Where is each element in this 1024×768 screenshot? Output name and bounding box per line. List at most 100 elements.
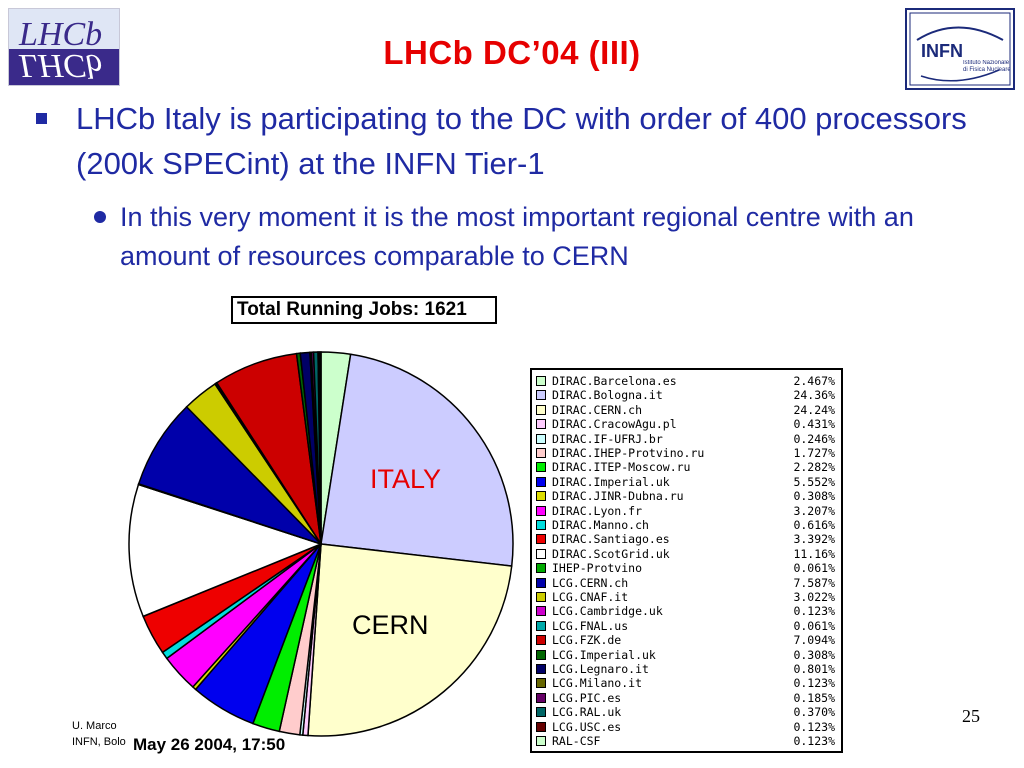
cern-label: CERN bbox=[352, 610, 429, 640]
legend-swatch bbox=[536, 736, 546, 746]
footer-author: U. Marco INFN, Bolo bbox=[72, 718, 130, 750]
legend-percent: 3.392% bbox=[793, 532, 835, 547]
legend-item-dirac-scotgrid-uk: DIRAC.ScotGrid.uk 11.16% bbox=[536, 547, 839, 561]
chart-title: Total Running Jobs: 1621 bbox=[231, 296, 497, 324]
legend-swatch bbox=[536, 520, 546, 530]
legend-label: RAL-CSF bbox=[552, 734, 601, 748]
footer-author-line2: INFN, Bolo bbox=[72, 736, 126, 748]
legend-swatch bbox=[536, 419, 546, 430]
legend-label: DIRAC.IHEP-Protvino.ru bbox=[552, 446, 705, 460]
legend-percent: 0.308% bbox=[793, 489, 835, 504]
legend-percent: 3.207% bbox=[793, 503, 835, 518]
legend-item-lcg-cnaf-it: LCG.CNAF.it 3.022% bbox=[536, 590, 839, 604]
legend-label: DIRAC.Santiago.es bbox=[552, 532, 670, 547]
legend-percent: 11.16% bbox=[793, 546, 835, 561]
legend-label: DIRAC.CracowAgu.pl bbox=[552, 417, 677, 432]
legend-swatch bbox=[536, 721, 546, 732]
legend-percent: 7.094% bbox=[793, 633, 835, 648]
pie-slice-dirac-cern-ch bbox=[307, 543, 513, 737]
legend-percent: 5.552% bbox=[793, 474, 835, 489]
legend-percent: 0.431% bbox=[793, 417, 835, 432]
legend-label: DIRAC.ScotGrid.uk bbox=[552, 546, 670, 561]
pie-slice-ral-csf bbox=[318, 351, 322, 545]
legend-item-dirac-jinr-dubna-ru: DIRAC.JINR-Dubna.ru 0.308% bbox=[536, 489, 839, 503]
legend-item-ihep-protvino: IHEP-Protvino 0.061% bbox=[536, 561, 839, 575]
legend-label: LCG.CNAF.it bbox=[552, 590, 629, 604]
legend-item-dirac-manno-ch: DIRAC.Manno.ch 0.616% bbox=[536, 518, 839, 532]
legend-label: DIRAC.Lyon.fr bbox=[552, 503, 643, 518]
legend-item-dirac-cracowagu-pl: DIRAC.CracowAgu.pl 0.431% bbox=[536, 417, 839, 431]
legend-percent: 0.616% bbox=[793, 518, 835, 532]
legend-percent: 0.061% bbox=[793, 618, 835, 633]
pie-slice-dirac-bologna-it bbox=[320, 353, 514, 567]
legend-percent: 0.246% bbox=[793, 431, 835, 446]
legend-item-dirac-bologna-it: DIRAC.Bologna.it 24.36% bbox=[536, 388, 839, 402]
italy-label: ITALY bbox=[370, 464, 442, 494]
legend-swatch bbox=[536, 534, 546, 545]
legend-item-dirac-santiago-es: DIRAC.Santiago.es 3.392% bbox=[536, 532, 839, 546]
legend-item-lcg-fnal-us: LCG.FNAL.us 0.061% bbox=[536, 619, 839, 633]
legend-percent: 0.123% bbox=[793, 734, 835, 748]
svg-text:INFN: INFN bbox=[921, 41, 963, 61]
legend-swatch bbox=[536, 404, 546, 415]
legend-label: LCG.FZK.de bbox=[552, 633, 622, 648]
legend-label: LCG.Legnaro.it bbox=[552, 662, 649, 676]
pie-slice-dirac-scotgrid-uk bbox=[128, 483, 324, 618]
legend-label: DIRAC.JINR-Dubna.ru bbox=[552, 489, 684, 504]
bullet-level2-text: In this very moment it is the most impor… bbox=[120, 202, 914, 271]
legend-label: LCG.Milano.it bbox=[552, 676, 643, 691]
legend-swatch bbox=[536, 649, 546, 660]
legend-percent: 0.308% bbox=[793, 647, 835, 662]
legend-percent: 1.727% bbox=[793, 446, 835, 460]
legend-swatch bbox=[536, 476, 546, 487]
legend-swatch bbox=[536, 390, 546, 401]
legend-swatch bbox=[536, 548, 546, 559]
legend-percent: 0.123% bbox=[793, 719, 835, 734]
bullet-level1: LHCb Italy is participating to the DC wi… bbox=[36, 96, 976, 186]
legend-item-lcg-imperial-uk: LCG.Imperial.uk 0.308% bbox=[536, 648, 839, 662]
legend-swatch bbox=[536, 664, 546, 674]
legend-item-lcg-ral-uk: LCG.RAL.uk 0.370% bbox=[536, 705, 839, 719]
legend-label: DIRAC.IF-UFRJ.br bbox=[552, 431, 663, 446]
legend-item-lcg-usc-es: LCG.USC.es 0.123% bbox=[536, 720, 839, 734]
legend-item-dirac-lyon-fr: DIRAC.Lyon.fr 3.207% bbox=[536, 504, 839, 518]
legend-swatch bbox=[536, 433, 546, 444]
square-bullet-icon bbox=[36, 113, 47, 124]
legend-label: LCG.PIC.es bbox=[552, 690, 622, 705]
legend-item-lcg-milano-it: LCG.Milano.it 0.123% bbox=[536, 676, 839, 690]
legend-item-dirac-barcelona-es: DIRAC.Barcelona.es 2.467% bbox=[536, 374, 839, 388]
round-bullet-icon bbox=[94, 211, 106, 223]
legend-percent: 24.24% bbox=[793, 402, 835, 417]
legend-label: DIRAC.ITEP-Moscow.ru bbox=[552, 460, 691, 475]
legend-percent: 24.36% bbox=[793, 388, 835, 403]
legend-item-dirac-imperial-uk: DIRAC.Imperial.uk 5.552% bbox=[536, 475, 839, 489]
legend-swatch bbox=[536, 678, 546, 689]
legend-swatch bbox=[536, 376, 546, 386]
legend-percent: 0.123% bbox=[793, 604, 835, 619]
footer-author-line1: U. Marco bbox=[72, 720, 117, 732]
legend-percent: 3.022% bbox=[793, 590, 835, 604]
lhcb-logo: LHCb LHCb bbox=[8, 8, 120, 86]
legend-swatch bbox=[536, 563, 546, 574]
svg-text:LHCb: LHCb bbox=[18, 16, 102, 53]
legend-item-ral-csf: RAL-CSF 0.123% bbox=[536, 734, 839, 748]
legend-percent: 0.801% bbox=[793, 662, 835, 676]
legend-item-lcg-pic-es: LCG.PIC.es 0.185% bbox=[536, 691, 839, 705]
chart-timestamp: May 26 2004, 17:50 bbox=[133, 735, 286, 754]
legend-swatch bbox=[536, 707, 546, 718]
legend-item-dirac-cern-ch: DIRAC.CERN.ch 24.24% bbox=[536, 403, 839, 417]
legend-item-lcg-cambridge-uk: LCG.Cambridge.uk 0.123% bbox=[536, 604, 839, 618]
legend-swatch bbox=[536, 577, 546, 588]
legend-label: LCG.Imperial.uk bbox=[552, 647, 656, 662]
legend-swatch bbox=[536, 620, 546, 631]
legend-percent: 0.123% bbox=[793, 676, 835, 691]
legend-label: DIRAC.CERN.ch bbox=[552, 402, 643, 417]
slide-title: LHCb DC’04 (III) bbox=[383, 34, 641, 71]
bullet-level2: In this very moment it is the most impor… bbox=[94, 198, 1004, 276]
infn-logo: INFN Istituto Nazionale di Fisica Nuclea… bbox=[905, 8, 1015, 90]
legend-swatch bbox=[536, 592, 546, 602]
legend-swatch bbox=[536, 448, 546, 458]
legend-label: LCG.FNAL.us bbox=[552, 618, 629, 633]
svg-text:LHCb: LHCb bbox=[18, 47, 102, 84]
